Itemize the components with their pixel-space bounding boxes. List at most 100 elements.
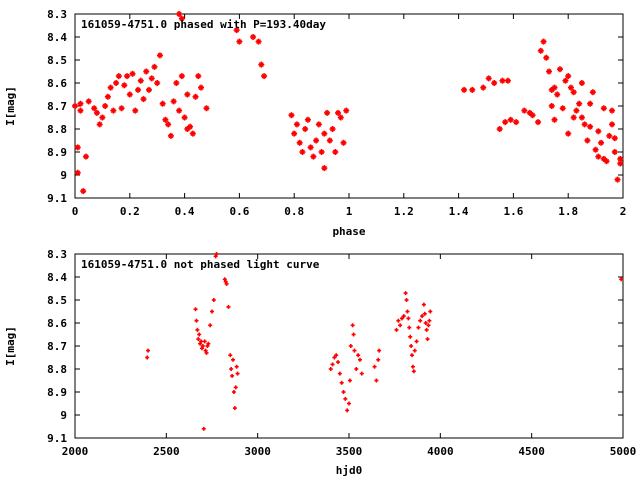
unphased-data-point xyxy=(377,348,382,353)
unphased-data-point xyxy=(211,298,216,302)
phased-data-point xyxy=(72,103,78,109)
unphased-data-point xyxy=(336,360,341,365)
phased-data-point xyxy=(578,114,585,121)
phased-data-point xyxy=(340,139,347,146)
unphased-data-point xyxy=(228,353,233,358)
unphased-data-point xyxy=(339,380,344,385)
phased-data-point xyxy=(562,77,569,84)
phased-data-point xyxy=(82,153,89,160)
unphased-x-tick-label: 4000 xyxy=(427,445,454,458)
phased-data-point xyxy=(236,38,243,45)
unphased-data-point xyxy=(199,346,204,351)
unphased-y-tick-label: 9 xyxy=(60,409,67,422)
phased-data-point xyxy=(587,100,594,107)
unphased-x-tick-label: 5000 xyxy=(610,445,637,458)
phased-data-point xyxy=(80,188,87,195)
unphased-data-point xyxy=(409,344,414,348)
phased-data-point xyxy=(504,77,511,84)
unphased-data-point xyxy=(330,362,335,367)
unphased-data-point xyxy=(234,364,239,369)
phased-data-point xyxy=(499,77,506,84)
phased-x-tick-label: 1.4 xyxy=(449,205,469,218)
phased-data-point xyxy=(85,98,92,105)
unphased-data-point xyxy=(414,339,419,344)
unphased-data-point xyxy=(208,323,213,328)
unphased-y-tick-label: 8.3 xyxy=(47,248,67,261)
unphased-points xyxy=(145,252,624,431)
phased-data-point xyxy=(496,126,503,132)
phased-data-point xyxy=(559,105,566,112)
phased-data-point xyxy=(77,100,84,107)
unphased-data-point xyxy=(428,309,433,314)
phased-data-point xyxy=(124,73,131,80)
phased-data-point xyxy=(491,80,498,86)
phased-data-point xyxy=(611,135,618,142)
unphased-data-point xyxy=(201,426,206,431)
phased-data-point xyxy=(198,84,205,91)
unphased-data-point xyxy=(343,396,348,401)
phased-data-point xyxy=(304,116,311,123)
phased-data-point xyxy=(570,89,577,96)
unphased-data-point xyxy=(425,337,430,342)
unphased-data-point xyxy=(404,298,409,302)
phased-data-point xyxy=(178,73,185,80)
phased-data-point xyxy=(118,105,125,112)
phased-data-point xyxy=(595,128,602,135)
phased-data-point xyxy=(91,105,98,112)
unphased-plot: 8.3 8.4 8.5 8.6 8.7 8.8 8.9 9 9.1 2000 2500 3000 35… xyxy=(4,248,636,477)
unphased-y-axis-label: I[mag] xyxy=(4,326,17,366)
phased-data-point xyxy=(332,149,339,155)
unphased-data-point xyxy=(374,378,379,383)
unphased-data-point xyxy=(145,355,150,360)
phased-data-point xyxy=(135,86,142,93)
phased-data-point xyxy=(573,107,580,114)
phased-x-tick-label: 1.2 xyxy=(394,205,414,218)
unphased-y-tick-label: 8.4 xyxy=(47,271,67,284)
unphased-data-point xyxy=(235,371,240,376)
unphased-data-point xyxy=(230,373,235,378)
phased-data-point xyxy=(313,137,320,144)
unphased-data-point xyxy=(401,314,406,319)
unphased-data-point xyxy=(203,348,208,353)
phased-data-point xyxy=(126,91,133,98)
phased-data-point xyxy=(576,100,583,107)
phased-x-axis-label: phase xyxy=(332,225,365,238)
phased-data-point xyxy=(551,84,558,91)
phased-data-point xyxy=(581,121,588,128)
phased-data-point xyxy=(609,121,616,128)
phased-data-point xyxy=(609,107,616,114)
phased-data-point xyxy=(192,93,199,100)
unphased-y-tick-label: 9.1 xyxy=(47,432,67,445)
unphased-data-point xyxy=(347,401,351,406)
phased-data-point xyxy=(310,153,317,160)
unphased-data-point xyxy=(198,341,203,346)
phased-data-point xyxy=(535,119,542,126)
unphased-data-point xyxy=(205,344,210,348)
unphased-data-point xyxy=(231,357,236,362)
unphased-data-point xyxy=(204,350,209,355)
phased-data-point xyxy=(526,109,533,116)
unphased-data-point xyxy=(405,309,410,314)
unphased-plot-title: 161059-4751.0 not phased light curve xyxy=(81,258,320,271)
phased-data-point xyxy=(324,109,331,116)
phased-data-point xyxy=(318,149,325,155)
unphased-data-point xyxy=(146,348,151,353)
phased-data-point xyxy=(291,130,298,137)
unphased-data-point xyxy=(426,323,431,328)
phased-data-point xyxy=(307,144,314,151)
phased-y-tick-label: 8.8 xyxy=(47,123,67,136)
phased-data-point xyxy=(321,130,328,137)
phased-data-point xyxy=(151,63,158,70)
phased-data-point xyxy=(595,153,602,160)
unphased-data-point xyxy=(224,281,229,286)
phased-data-point xyxy=(129,70,136,77)
phased-data-point xyxy=(617,155,624,162)
phased-data-point xyxy=(195,73,202,80)
phased-data-point xyxy=(93,109,100,116)
unphased-data-point xyxy=(223,279,228,284)
unphased-data-point xyxy=(403,291,408,296)
unphased-data-point xyxy=(332,355,337,360)
unphased-x-tick-label: 2000 xyxy=(62,445,89,458)
unphased-data-point xyxy=(394,327,399,332)
phased-data-point xyxy=(184,91,191,98)
